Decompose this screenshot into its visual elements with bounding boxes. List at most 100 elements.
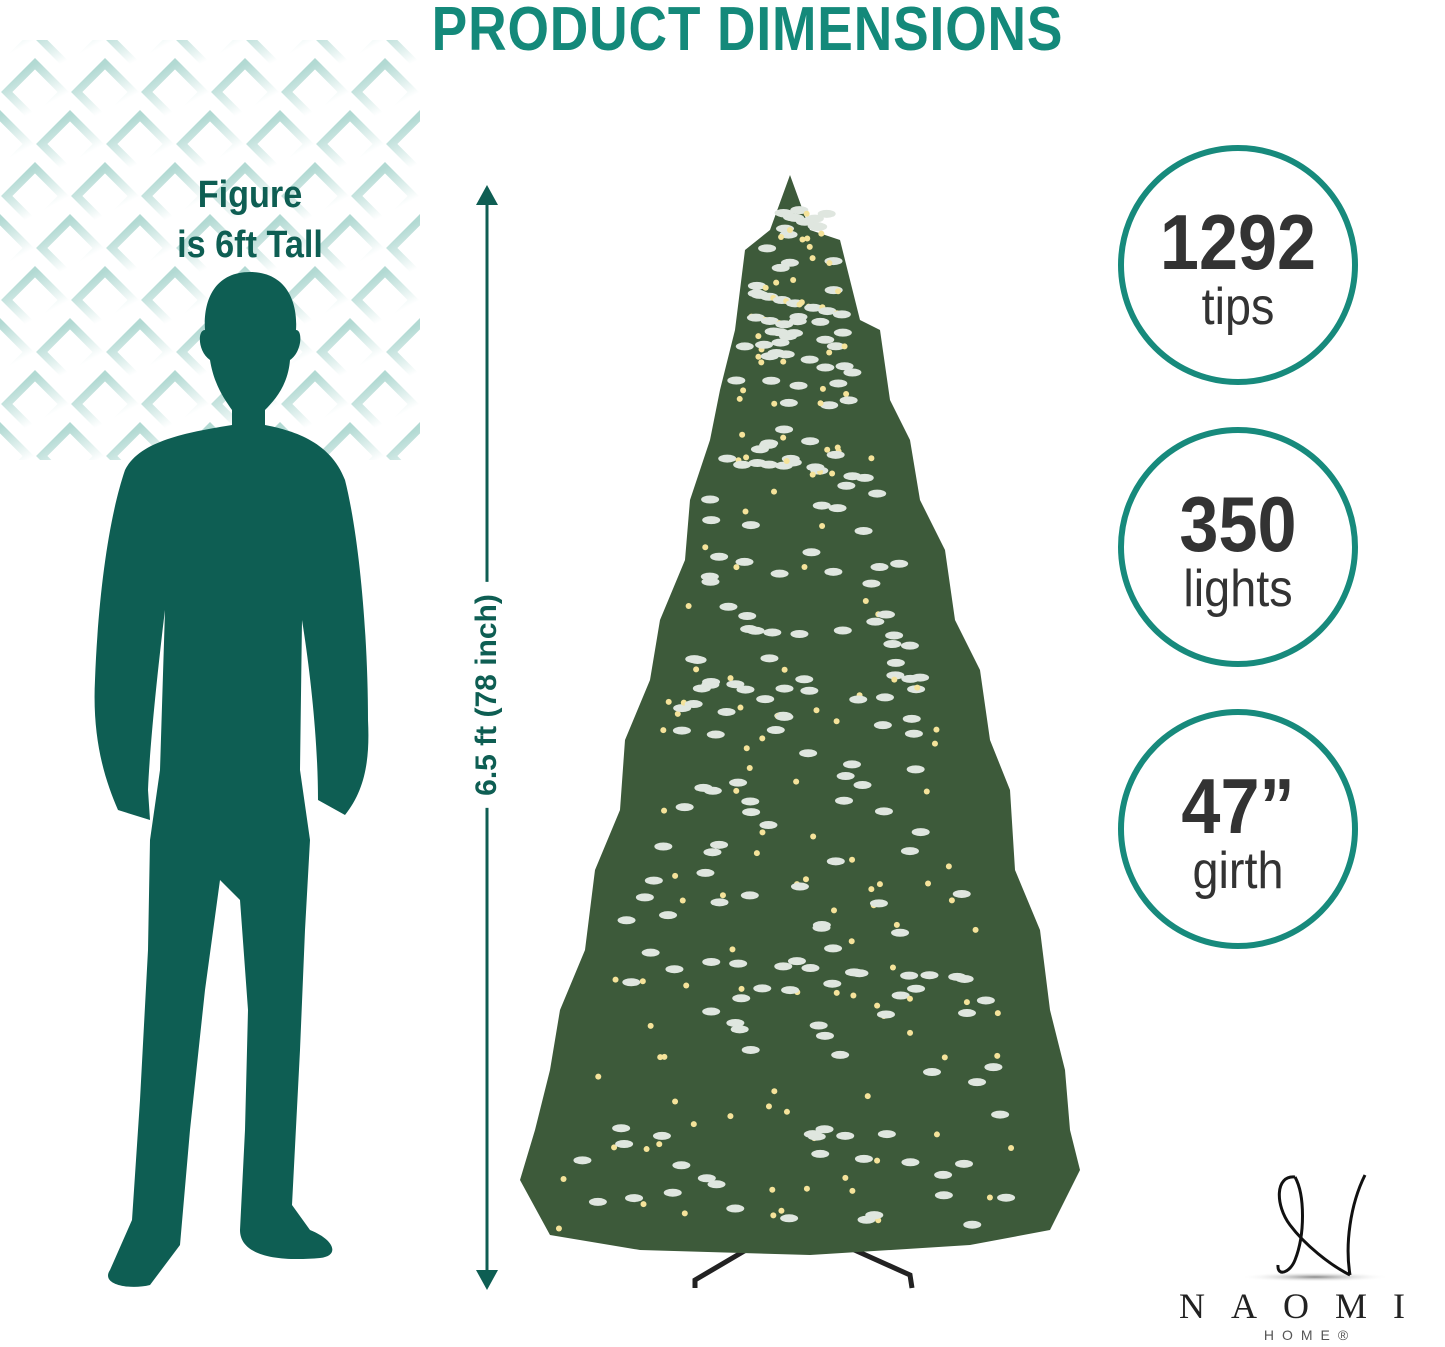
- tree-snow-tip: [948, 972, 967, 981]
- tree-snow-tip: [843, 368, 862, 377]
- tree-snow-tip: [758, 244, 777, 253]
- pattern-diamond: [141, 266, 209, 334]
- tree-light: [679, 897, 686, 904]
- stat-value: 1292: [1159, 198, 1317, 286]
- tree-snow-tip: [955, 1159, 974, 1168]
- pattern-diamond: [246, 40, 314, 74]
- pattern-diamond: [211, 162, 279, 230]
- tree-snow-tip: [799, 749, 818, 758]
- tree-light: [818, 230, 825, 237]
- tree-snow-tip: [837, 481, 856, 490]
- pattern-diamond: [386, 40, 420, 74]
- tree-snow-tip: [816, 363, 835, 372]
- tree-light: [829, 470, 836, 477]
- tree-snow-tip: [885, 631, 904, 640]
- tree-snow-tip: [874, 807, 893, 816]
- pattern-diamond: [106, 110, 174, 178]
- tree-snow-tip: [854, 526, 873, 535]
- tree-snow-tip: [868, 489, 887, 498]
- tree-snow-tip: [760, 654, 779, 663]
- tree-light: [994, 1052, 1001, 1059]
- tree-snow-tip: [774, 962, 793, 971]
- pattern-diamond: [36, 110, 104, 178]
- pattern-diamond: [351, 58, 419, 126]
- tree-snow-tip: [775, 320, 794, 329]
- pattern-diamond: [316, 110, 384, 178]
- tree-snow-tip: [675, 803, 694, 812]
- tree-snow-tip: [853, 781, 872, 790]
- tree-snow-tip: [706, 730, 725, 739]
- tree-snow-tip: [811, 317, 830, 326]
- tree-light: [831, 907, 838, 914]
- tree-light: [868, 886, 875, 893]
- pattern-diamond: [1, 162, 69, 230]
- tree-snow-tip: [811, 1149, 830, 1158]
- tree-snow-tip: [775, 712, 794, 721]
- pattern-diamond: [141, 370, 209, 438]
- tree-light: [702, 544, 709, 551]
- tree-snow-tip: [644, 876, 663, 885]
- tree-snow-tip: [804, 303, 823, 312]
- pattern-diamond: [0, 110, 34, 178]
- tree-snow-tip: [665, 965, 684, 974]
- tree-light: [802, 876, 809, 883]
- tree-light: [799, 236, 806, 243]
- naomi-home-logo: [1240, 1174, 1390, 1282]
- tree-snow-tip: [622, 978, 641, 987]
- pattern-diamond: [1, 58, 69, 126]
- tree-light: [765, 1103, 772, 1110]
- tree-light: [758, 359, 765, 366]
- tree-light: [746, 764, 753, 771]
- pattern-diamond: [351, 162, 419, 230]
- tree-light: [809, 255, 816, 262]
- page-title: PRODUCT DIMENSIONS: [431, 0, 1064, 64]
- tree-snow-tip: [823, 979, 842, 988]
- tree-snow-tip: [625, 1194, 644, 1203]
- tree-snow-tip: [835, 362, 854, 371]
- pattern-diamond: [246, 214, 314, 282]
- tree-snow-tips-and-lights: [555, 206, 1016, 1232]
- tree-snow-tip: [740, 891, 759, 900]
- tree-snow-tip: [877, 1130, 896, 1139]
- tree-snow-tip: [710, 898, 729, 907]
- tree-snow-tip: [902, 714, 921, 723]
- tree-snow-tip: [920, 971, 939, 980]
- tree-light: [817, 400, 824, 407]
- tree-snow-tip: [770, 569, 789, 578]
- tree-light: [771, 1088, 778, 1095]
- pattern-diamond: [71, 162, 139, 230]
- pattern-diamond: [1, 370, 69, 438]
- tree-light: [743, 454, 750, 461]
- tree-light: [740, 387, 747, 394]
- tree-light: [933, 726, 940, 733]
- tree-light: [739, 431, 746, 438]
- tree-light: [810, 833, 817, 840]
- tree-light: [933, 1131, 940, 1138]
- tree-snow-tip: [904, 729, 923, 738]
- tree-light: [674, 710, 681, 717]
- brand-name: NAOMI: [1179, 1286, 1431, 1326]
- tree-snow-tip: [760, 439, 779, 448]
- tree-snow-tip: [766, 726, 785, 735]
- tree-light: [737, 704, 744, 711]
- tree-light: [843, 390, 850, 397]
- tree-light: [738, 985, 745, 992]
- tree-light: [826, 349, 833, 356]
- tree-light: [555, 1225, 562, 1232]
- tree-snow-tip: [901, 674, 920, 683]
- tree-snow-tip: [816, 335, 835, 344]
- tree-snow-tip: [755, 340, 774, 349]
- tree-snow-tip: [707, 1180, 726, 1189]
- tree-snow-tip: [802, 548, 821, 557]
- tree-snow-tip: [855, 473, 874, 482]
- stat-circle-lights: 350 lights: [1118, 427, 1358, 667]
- tree-snow-tip: [795, 217, 814, 226]
- tree-snow-tip: [615, 1140, 634, 1149]
- tree-snow-tip: [701, 680, 720, 689]
- tree-snow-tip: [891, 928, 910, 937]
- tree-snow-tip: [573, 1156, 592, 1165]
- tree-snow-tip: [742, 808, 761, 817]
- tree-snow-tip: [963, 1220, 982, 1229]
- tree-snow-tip: [746, 313, 765, 322]
- tree-snow-tip: [890, 559, 909, 568]
